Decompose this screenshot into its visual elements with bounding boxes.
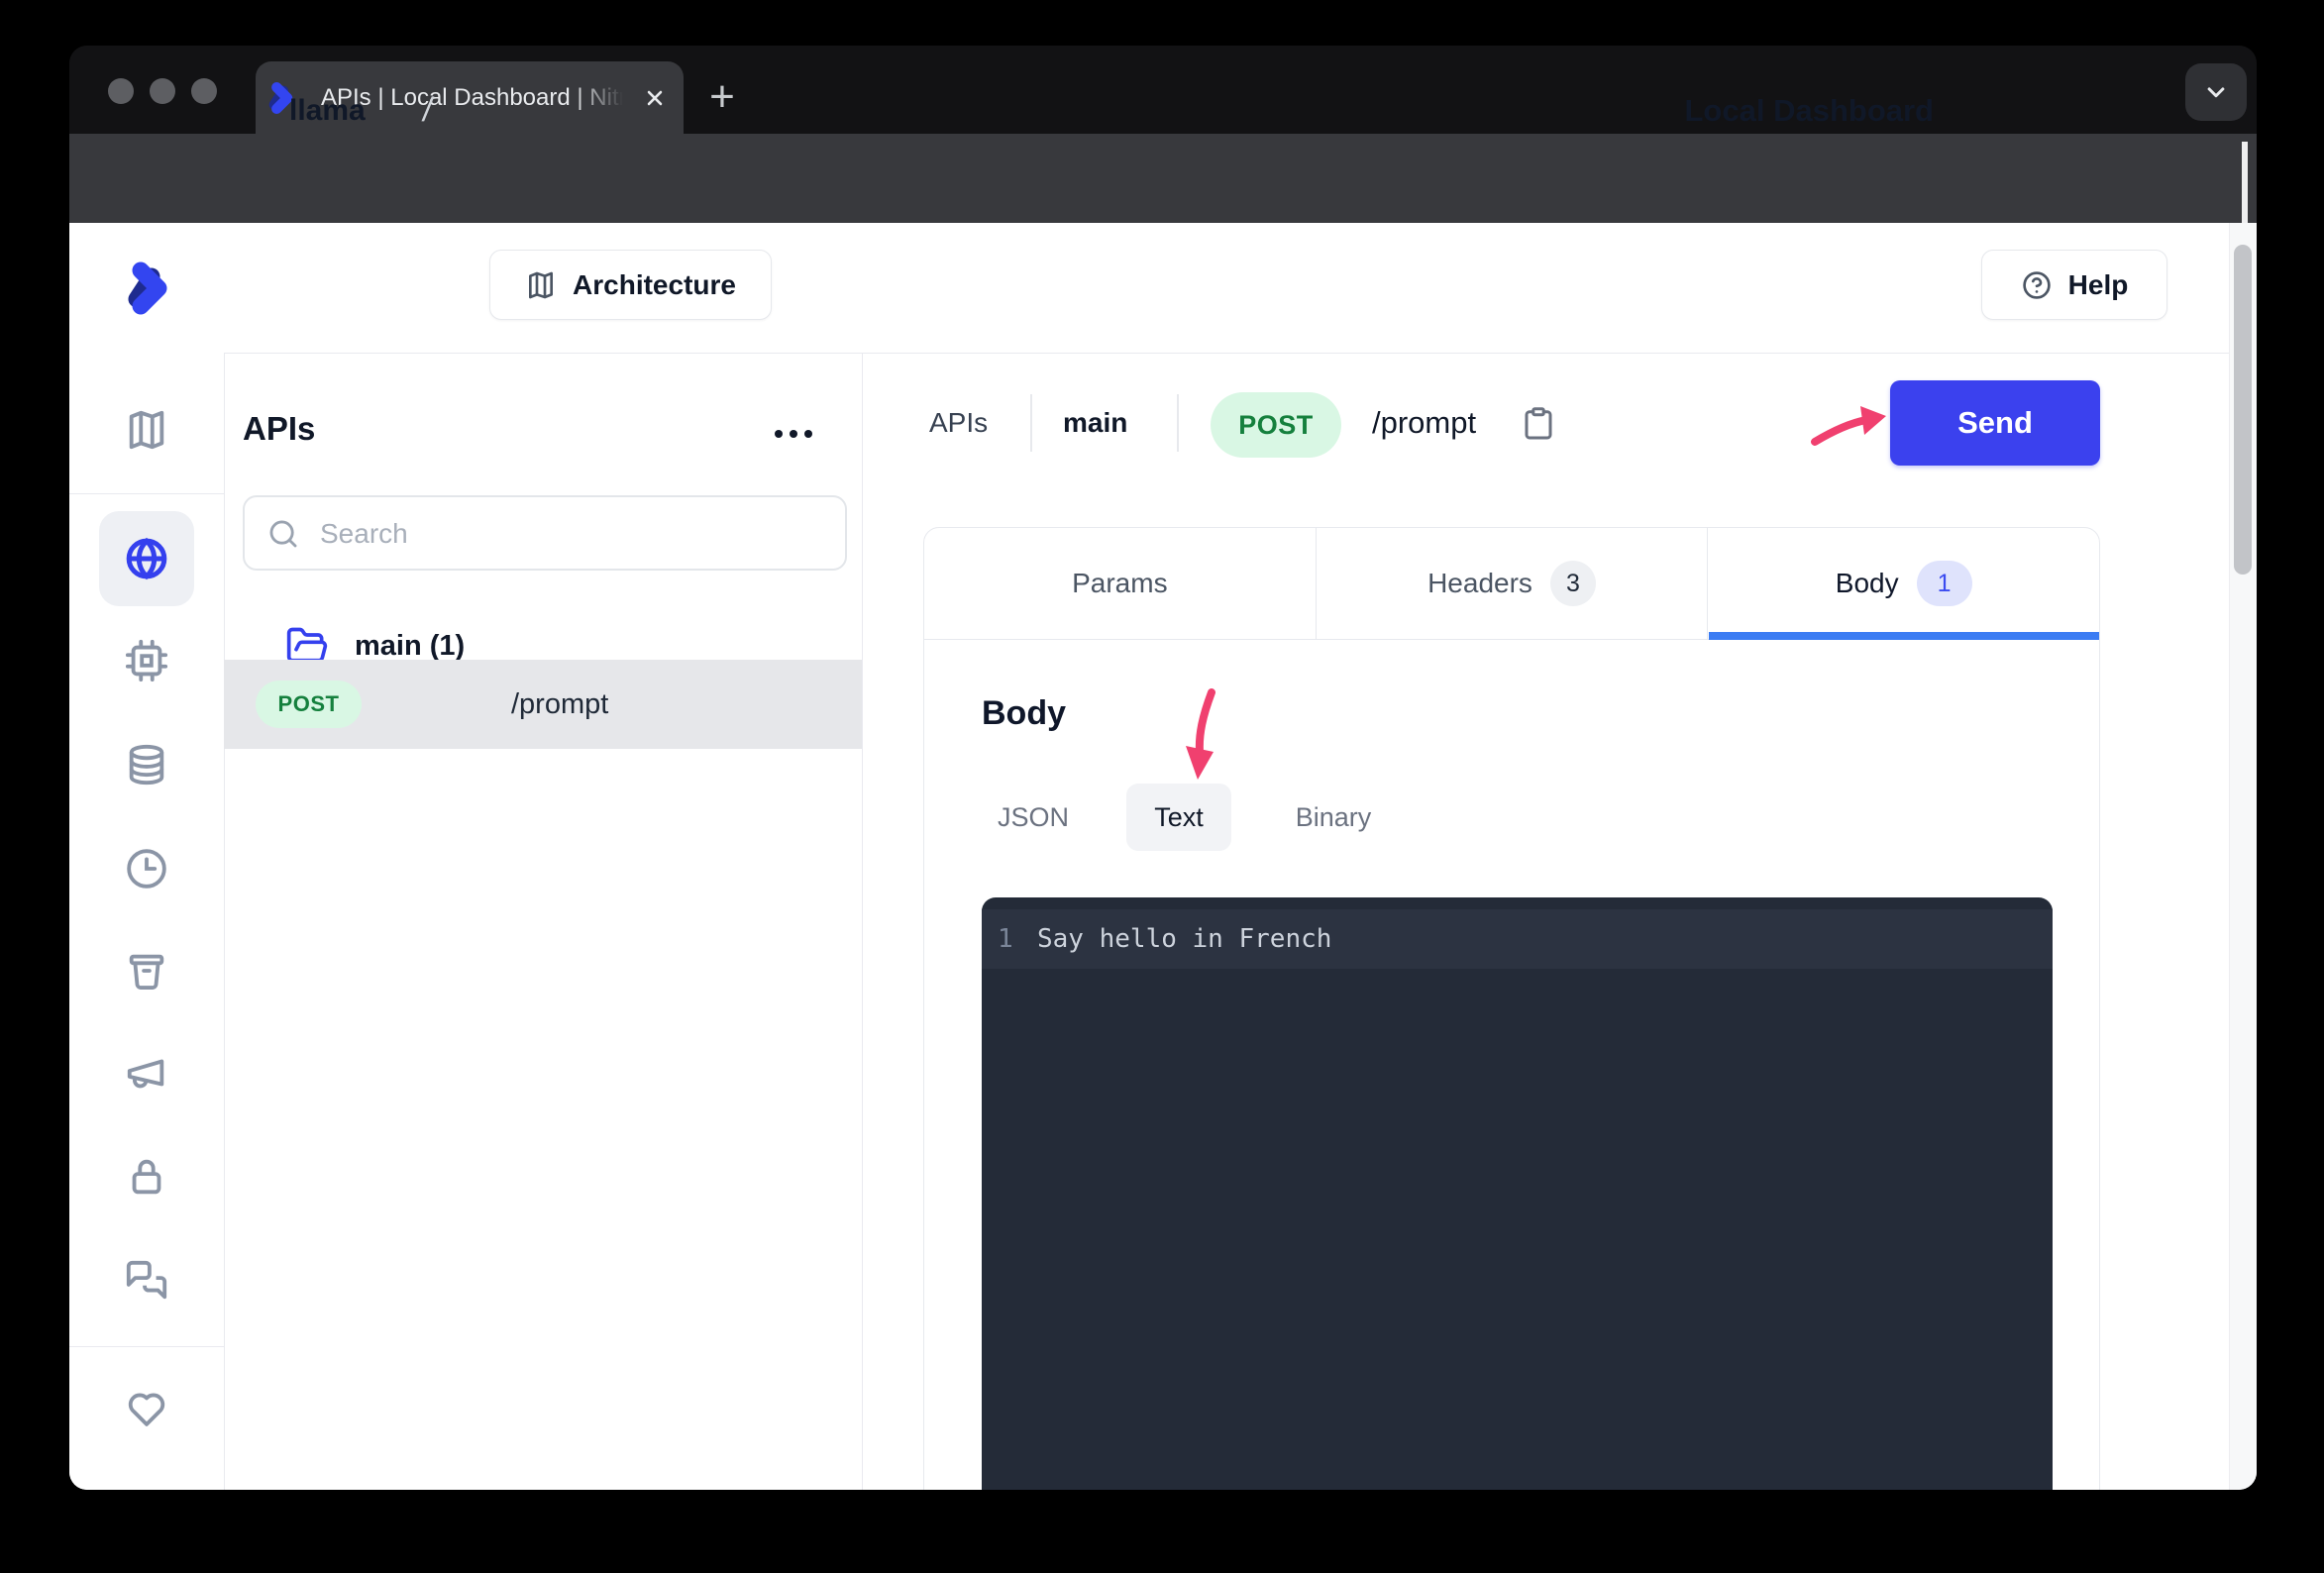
editor-line-number: 1 xyxy=(998,924,1013,954)
browser-tab[interactable]: APIs | Local Dashboard | Nitric xyxy=(256,61,684,134)
search-icon xyxy=(266,517,300,551)
apis-menu-ellipsis-icon[interactable] xyxy=(775,430,812,438)
request-panel: Params Headers 3 Body 1 Body JSON Text Bin… xyxy=(923,527,2100,1490)
rail-feedback-heart-icon[interactable] xyxy=(124,1386,169,1431)
body-count-badge: 1 xyxy=(1916,561,1972,606)
tab-headers[interactable]: Headers 3 xyxy=(1317,528,1709,639)
annotation-arrow-text xyxy=(1182,688,1221,784)
apis-panel-border xyxy=(862,353,863,1490)
rail-architecture-map-icon[interactable] xyxy=(124,407,169,453)
body-editor[interactable]: 1 Say hello in French xyxy=(982,897,2053,1490)
request-tabs: Params Headers 3 Body 1 xyxy=(924,528,2099,640)
tab-params[interactable]: Params xyxy=(924,528,1317,639)
rail-topics-megaphone-icon[interactable] xyxy=(124,1050,169,1096)
page-scrollbar-thumb[interactable] xyxy=(2234,245,2252,575)
rail-divider-top xyxy=(69,493,224,494)
tab-close-icon[interactable] xyxy=(635,78,675,118)
request-path: /prompt xyxy=(1372,405,1477,440)
traffic-light-close[interactable] xyxy=(108,78,134,104)
headers-count-badge: 3 xyxy=(1549,561,1596,606)
tab-params-label: Params xyxy=(1072,568,1168,598)
tab-strip: APIs | Local Dashboard | Nitric + xyxy=(69,46,2257,134)
rail-websockets-chat-icon[interactable] xyxy=(124,1258,169,1304)
chevron-down-icon xyxy=(2216,92,2217,93)
rail-schedules-clock-icon[interactable] xyxy=(124,846,169,891)
help-button-label: Help xyxy=(2067,268,2129,300)
annotation-arrow-send xyxy=(1811,400,1888,450)
editor-active-line[interactable]: 1 Say hello in French xyxy=(982,909,2053,969)
active-tab-underline xyxy=(1709,632,2099,640)
architecture-button[interactable]: Architecture xyxy=(489,250,772,320)
project-name: llama xyxy=(289,93,366,127)
send-button[interactable]: Send xyxy=(1890,380,2100,466)
traffic-light-zoom[interactable] xyxy=(191,78,217,104)
map-icon xyxy=(525,269,557,301)
endpoint-path: /prompt xyxy=(511,687,609,720)
breadcrumb-group: main xyxy=(1063,407,1128,438)
question-circle-icon xyxy=(2021,269,2053,301)
tab-search-button[interactable] xyxy=(2185,63,2247,121)
breadcrumb-divider xyxy=(1177,394,1179,452)
body-format-tabs: JSON Text Binary xyxy=(924,784,2099,851)
apis-panel-title: APIs xyxy=(243,410,316,447)
format-json[interactable]: JSON xyxy=(997,801,1069,832)
rail-secrets-lock-icon[interactable] xyxy=(124,1154,169,1200)
search-input[interactable] xyxy=(318,499,827,569)
endpoint-method-badge: POST xyxy=(256,681,362,728)
tab-title-fade xyxy=(573,71,632,127)
rail-apis-globe-icon[interactable] xyxy=(124,536,169,581)
format-text-active[interactable]: Text xyxy=(1126,784,1231,851)
rail-storage-bucket-icon[interactable] xyxy=(124,948,169,994)
new-tab-button[interactable]: + xyxy=(709,72,735,121)
rail-databases-icon[interactable] xyxy=(124,742,169,787)
tab-headers-label: Headers xyxy=(1427,568,1532,598)
format-binary[interactable]: Binary xyxy=(1295,801,1372,832)
help-button[interactable]: Help xyxy=(1981,250,2167,320)
editor-line-content: Say hello in French xyxy=(1037,924,1332,954)
rail-divider-bottom xyxy=(69,1346,224,1347)
api-group-row[interactable]: main (1) xyxy=(285,622,465,670)
copy-path-clipboard-icon[interactable] xyxy=(1521,380,1556,466)
nitric-logo-icon xyxy=(126,256,169,321)
body-section-heading: Body xyxy=(982,694,1066,732)
breadcrumb-apis: APIs xyxy=(929,407,989,438)
endpoint-row-selected[interactable]: POST /prompt xyxy=(224,660,862,749)
request-method-badge: POST xyxy=(1211,392,1341,458)
tab-body-label: Body xyxy=(1835,568,1899,598)
api-search xyxy=(243,495,847,571)
browser-window: APIs | Local Dashboard | Nitric + localh… xyxy=(69,46,2257,1490)
rail-services-cpu-icon[interactable] xyxy=(124,638,169,683)
architecture-button-label: Architecture xyxy=(573,268,736,300)
tab-body[interactable]: Body 1 xyxy=(1708,528,2099,639)
dashboard-title: Local Dashboard xyxy=(1684,92,1935,128)
api-group-label: main (1) xyxy=(355,629,466,662)
breadcrumb-divider xyxy=(1030,394,1032,452)
traffic-light-minimize[interactable] xyxy=(150,78,175,104)
